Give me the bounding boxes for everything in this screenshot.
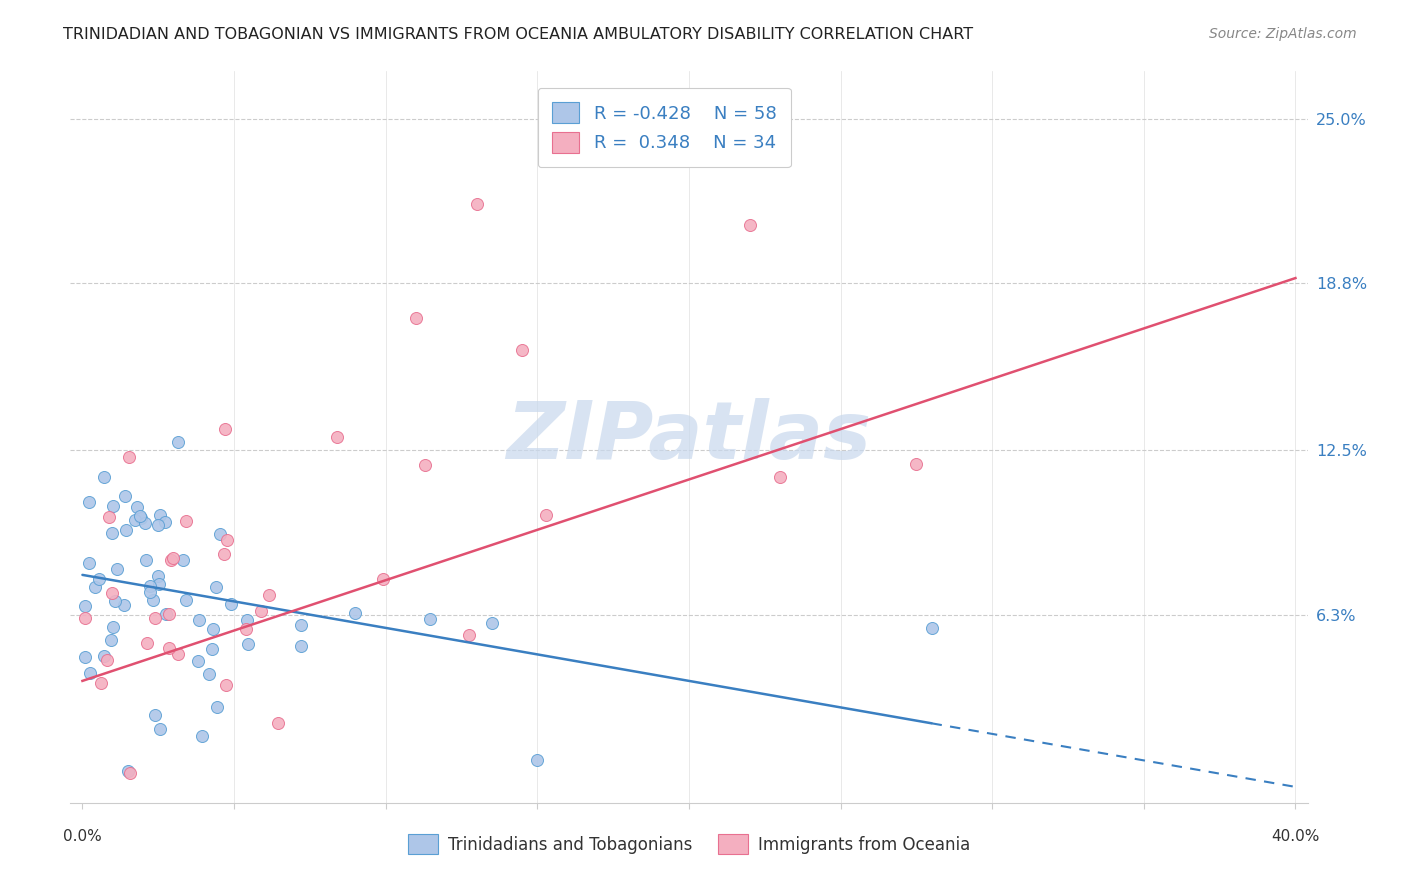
Point xyxy=(118,450,141,464)
Point xyxy=(236,613,259,627)
Point xyxy=(166,434,188,449)
Point xyxy=(115,523,138,537)
Point xyxy=(146,568,169,582)
Point xyxy=(77,495,100,509)
Point xyxy=(79,665,101,680)
Point xyxy=(75,611,97,625)
Text: 0.0%: 0.0% xyxy=(63,830,101,845)
Point xyxy=(534,508,557,522)
Point xyxy=(157,641,180,656)
Point xyxy=(290,617,312,632)
Point xyxy=(267,715,290,730)
Point xyxy=(114,489,136,503)
Point xyxy=(921,621,943,635)
Point xyxy=(187,654,209,668)
Point xyxy=(219,597,242,611)
Point xyxy=(139,579,162,593)
Point xyxy=(159,553,181,567)
Point xyxy=(146,518,169,533)
Point xyxy=(188,613,211,627)
Point xyxy=(103,620,125,634)
Point xyxy=(128,509,150,524)
Point xyxy=(77,556,100,570)
Point xyxy=(905,457,928,471)
Point xyxy=(117,764,139,778)
Point xyxy=(209,527,232,541)
Point xyxy=(214,422,236,436)
Point xyxy=(249,604,271,618)
Point xyxy=(139,585,162,599)
Point xyxy=(135,553,157,567)
Text: TRINIDADIAN AND TOBAGONIAN VS IMMIGRANTS FROM OCEANIA AMBULATORY DISABILITY CORR: TRINIDADIAN AND TOBAGONIAN VS IMMIGRANTS… xyxy=(63,27,973,42)
Point xyxy=(155,607,177,621)
Point xyxy=(148,577,170,591)
Point xyxy=(124,513,146,527)
Point xyxy=(75,649,97,664)
Point xyxy=(236,637,259,651)
Point xyxy=(465,197,488,211)
Point xyxy=(149,723,172,737)
Point xyxy=(207,700,229,714)
Point xyxy=(204,580,226,594)
Point xyxy=(202,622,225,636)
Point xyxy=(93,470,115,484)
Point xyxy=(143,610,166,624)
Text: ZIPatlas: ZIPatlas xyxy=(506,398,872,476)
Point xyxy=(174,514,197,528)
Point xyxy=(167,648,190,662)
Point xyxy=(215,678,238,692)
Point xyxy=(149,508,172,522)
Point xyxy=(738,218,761,232)
Text: 40.0%: 40.0% xyxy=(1271,830,1320,845)
Point xyxy=(212,547,235,561)
Point xyxy=(89,572,111,586)
Point xyxy=(457,628,479,642)
Point xyxy=(127,500,149,514)
Point xyxy=(100,633,122,648)
Point xyxy=(142,593,165,607)
Point xyxy=(112,598,135,612)
Point xyxy=(131,511,153,525)
Point xyxy=(100,586,122,600)
Point xyxy=(373,572,395,586)
Point xyxy=(191,730,214,744)
Point xyxy=(405,310,427,325)
Text: Source: ZipAtlas.com: Source: ZipAtlas.com xyxy=(1209,27,1357,41)
Point xyxy=(257,588,280,602)
Point xyxy=(172,553,194,567)
Point xyxy=(157,607,180,621)
Point xyxy=(90,676,112,690)
Point xyxy=(290,639,312,653)
Point xyxy=(326,430,349,444)
Point xyxy=(174,592,197,607)
Point xyxy=(413,458,436,472)
Point xyxy=(481,615,503,630)
Point xyxy=(197,666,219,681)
Legend: Trinidadians and Tobagonians, Immigrants from Oceania: Trinidadians and Tobagonians, Immigrants… xyxy=(402,828,976,860)
Point xyxy=(510,343,533,357)
Point xyxy=(162,550,184,565)
Point xyxy=(344,606,367,620)
Point xyxy=(93,648,115,663)
Point xyxy=(96,652,118,666)
Point xyxy=(419,613,441,627)
Point xyxy=(526,753,548,767)
Point xyxy=(200,641,222,656)
Point xyxy=(135,636,157,650)
Point xyxy=(105,562,128,576)
Point xyxy=(134,516,156,531)
Point xyxy=(101,499,124,513)
Point xyxy=(75,599,97,613)
Point xyxy=(118,766,141,780)
Point xyxy=(104,594,127,608)
Point xyxy=(98,509,121,524)
Point xyxy=(215,533,238,548)
Point xyxy=(153,515,176,529)
Point xyxy=(769,470,792,484)
Point xyxy=(235,622,257,636)
Point xyxy=(143,707,166,722)
Point xyxy=(84,581,107,595)
Point xyxy=(101,526,124,541)
